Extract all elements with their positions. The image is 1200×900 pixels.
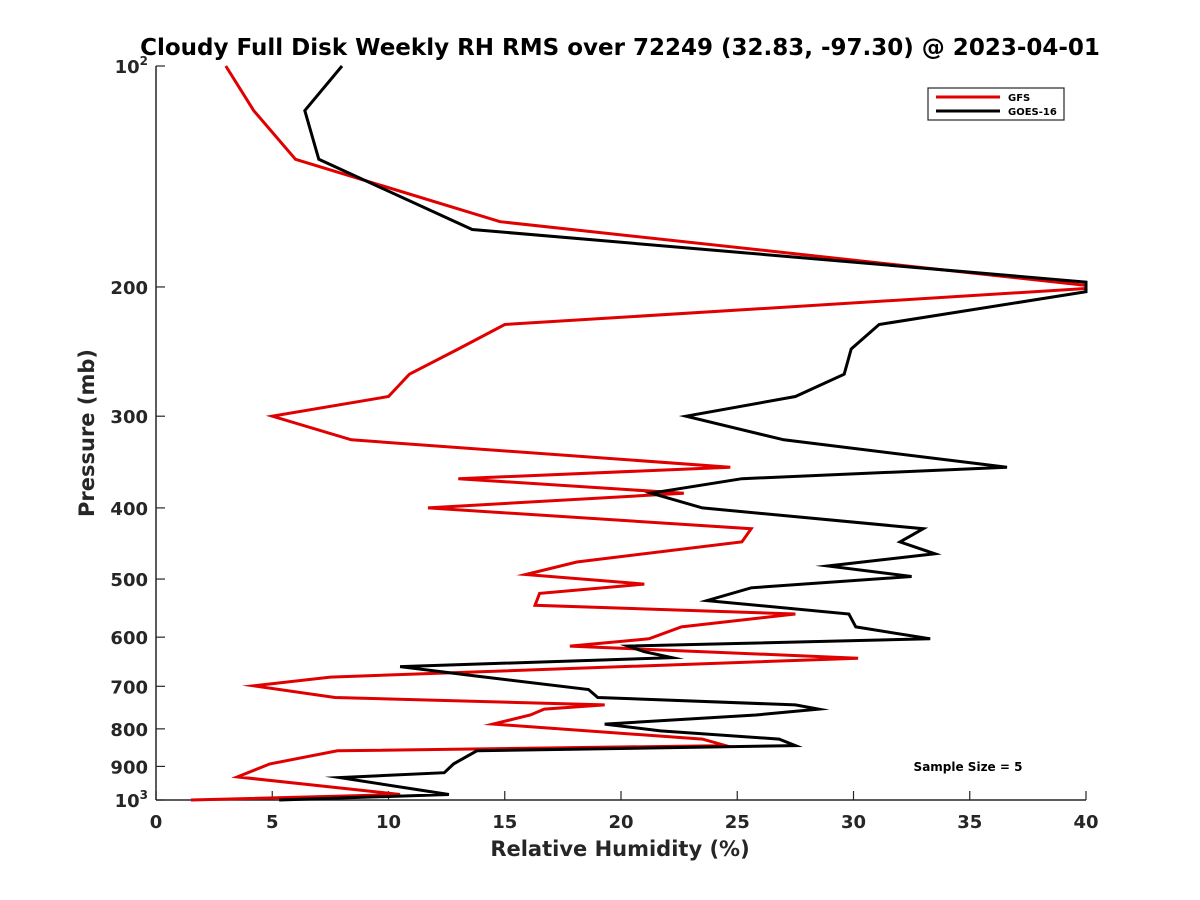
y-axis-label: Pressure (mb) <box>75 349 99 517</box>
y-tick-label: 102 <box>115 54 148 78</box>
y-tick-label: 400 <box>110 499 148 520</box>
chart-title: Cloudy Full Disk Weekly RH RMS over 7224… <box>140 35 1100 61</box>
x-tick-label: 25 <box>725 812 750 833</box>
legend-box <box>927 87 1065 121</box>
x-tick-label: 20 <box>608 812 633 833</box>
legend: GFS GOES-16 <box>927 87 1065 121</box>
axes: 0 5 10 15 20 25 30 35 40 102 200 300 400 500 600 700 800… <box>110 54 1098 833</box>
sample-size-annotation: Sample Size = 5 <box>914 760 1023 774</box>
y-tick-label: 900 <box>110 757 148 778</box>
series-line-gfs <box>190 65 1088 802</box>
x-tick-label: 15 <box>492 812 517 833</box>
x-tick-label: 40 <box>1073 812 1098 833</box>
x-tick-label: 35 <box>957 812 982 833</box>
plot-lines <box>190 65 1088 802</box>
legend-label: GOES-16 <box>1008 107 1057 118</box>
x-tick-label: 30 <box>841 812 866 833</box>
y-tick-label: 800 <box>110 720 148 741</box>
x-tick-label: 5 <box>266 812 279 833</box>
legend-label: GFS <box>1008 93 1030 104</box>
y-tick-label: 600 <box>110 628 148 649</box>
x-axis-label: Relative Humidity (%) <box>490 837 749 861</box>
y-tick-label: 500 <box>110 570 148 591</box>
y-tick-label: 200 <box>110 278 148 299</box>
y-tick-label: 300 <box>110 407 148 428</box>
series-line-goes-16 <box>279 65 1088 802</box>
y-tick-label: 700 <box>110 677 148 698</box>
y-tick-label: 103 <box>115 788 148 812</box>
x-tick-label: 10 <box>376 812 401 833</box>
x-tick-label: 0 <box>150 812 163 833</box>
